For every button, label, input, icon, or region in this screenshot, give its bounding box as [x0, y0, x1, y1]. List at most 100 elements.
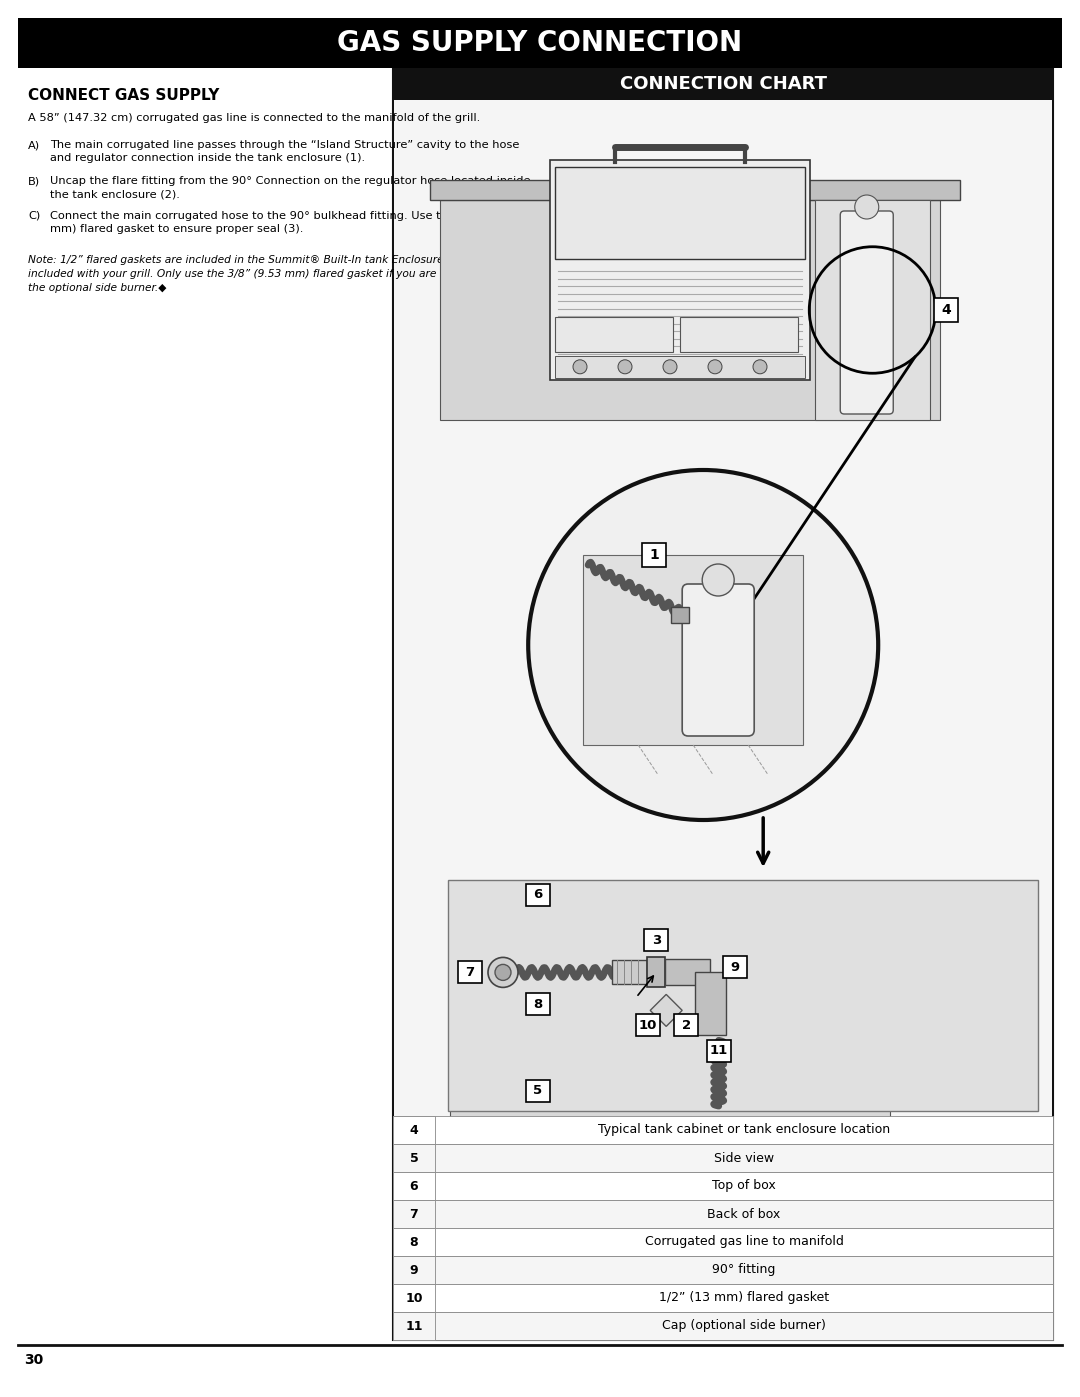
FancyBboxPatch shape	[643, 543, 666, 567]
Text: 11: 11	[710, 1045, 728, 1058]
Text: 90° fitting: 90° fitting	[713, 1263, 775, 1277]
Text: 1/2” (13 mm) flared gasket: 1/2” (13 mm) flared gasket	[659, 1291, 829, 1305]
Bar	[550, 161, 810, 380]
Circle shape	[854, 196, 879, 219]
Bar	[440, 200, 940, 420]
Bar	[393, 1228, 1053, 1256]
Text: C): C)	[28, 211, 40, 221]
Text: 4: 4	[409, 1123, 418, 1137]
Text: 11: 11	[405, 1320, 422, 1333]
FancyBboxPatch shape	[683, 584, 754, 736]
Text: 3: 3	[651, 935, 661, 947]
Text: 8: 8	[534, 997, 542, 1011]
Text: Note: 1/2” flared gaskets are included in the Summit® Built-In tank Enclosure Ki: Note: 1/2” flared gaskets are included i…	[28, 256, 488, 293]
Bar	[555, 317, 673, 352]
Bar	[696, 972, 726, 1035]
Text: 5: 5	[534, 1084, 542, 1098]
Bar	[583, 555, 804, 745]
Bar	[612, 960, 647, 985]
Bar	[665, 960, 711, 985]
Bar	[393, 1116, 1053, 1144]
Circle shape	[488, 957, 518, 988]
Text: 30: 30	[24, 1354, 43, 1368]
Circle shape	[663, 360, 677, 374]
Bar	[393, 1200, 435, 1228]
FancyBboxPatch shape	[934, 298, 958, 321]
Text: 9: 9	[731, 961, 740, 974]
Bar	[393, 68, 1053, 1340]
FancyBboxPatch shape	[458, 961, 482, 983]
Bar	[448, 880, 1038, 1111]
Bar	[393, 1172, 435, 1200]
Bar	[680, 317, 797, 352]
Circle shape	[702, 564, 734, 597]
Text: A): A)	[28, 140, 40, 149]
Text: CONNECT GAS SUPPLY: CONNECT GAS SUPPLY	[28, 88, 219, 103]
Text: Corrugated gas line to manifold: Corrugated gas line to manifold	[645, 1235, 843, 1249]
Bar	[393, 1200, 1053, 1228]
Bar	[393, 1228, 435, 1256]
Text: 7: 7	[409, 1207, 418, 1221]
Bar	[555, 356, 805, 379]
Text: 10: 10	[405, 1291, 422, 1305]
Bar	[393, 1312, 1053, 1340]
FancyBboxPatch shape	[636, 1014, 660, 1037]
Text: 10: 10	[639, 1018, 658, 1032]
Text: 9: 9	[409, 1263, 418, 1277]
Bar	[393, 1144, 1053, 1172]
Bar	[671, 608, 689, 623]
Bar	[18, 18, 1062, 68]
Text: Connect the main corrugated hose to the 90° bulkhead fitting. Use the 1/2” (12.7: Connect the main corrugated hose to the …	[50, 211, 516, 235]
Bar	[393, 1256, 435, 1284]
FancyBboxPatch shape	[526, 884, 550, 907]
Polygon shape	[450, 977, 890, 1197]
Bar	[393, 1284, 435, 1312]
Text: Cap (optional side burner): Cap (optional side burner)	[662, 1320, 826, 1333]
Bar	[393, 1312, 435, 1340]
FancyBboxPatch shape	[706, 1039, 731, 1062]
Circle shape	[528, 469, 878, 820]
Text: B): B)	[28, 176, 40, 186]
Text: Typical tank cabinet or tank enclosure location: Typical tank cabinet or tank enclosure l…	[598, 1123, 890, 1137]
Text: Top of box: Top of box	[712, 1179, 775, 1193]
Text: The main corrugated line passes through the “Island Structure” cavity to the hos: The main corrugated line passes through …	[50, 140, 519, 163]
Circle shape	[573, 360, 588, 374]
Circle shape	[708, 360, 723, 374]
Circle shape	[753, 360, 767, 374]
Text: Uncap the flare fitting from the 90° Connection on the regulator hose located in: Uncap the flare fitting from the 90° Con…	[50, 176, 530, 200]
FancyBboxPatch shape	[674, 1014, 698, 1037]
Text: 1: 1	[649, 548, 659, 562]
FancyBboxPatch shape	[644, 929, 669, 951]
Bar	[393, 1256, 1053, 1284]
Polygon shape	[650, 995, 683, 1027]
Text: 7: 7	[465, 965, 474, 979]
Text: Side view: Side view	[714, 1151, 774, 1165]
Text: 5: 5	[409, 1151, 418, 1165]
Text: A 58” (147.32 cm) corrugated gas line is connected to the manifold of the grill.: A 58” (147.32 cm) corrugated gas line is…	[28, 113, 481, 123]
Polygon shape	[430, 1182, 950, 1227]
Bar	[555, 166, 805, 258]
Text: 6: 6	[409, 1179, 418, 1193]
Circle shape	[618, 360, 632, 374]
Bar	[430, 180, 960, 200]
FancyBboxPatch shape	[724, 957, 747, 978]
Bar	[647, 957, 665, 988]
Text: 6: 6	[534, 888, 542, 901]
FancyBboxPatch shape	[526, 993, 550, 1016]
Text: Back of box: Back of box	[707, 1207, 781, 1221]
Bar	[393, 1116, 435, 1144]
Text: 2: 2	[681, 1018, 691, 1032]
FancyBboxPatch shape	[840, 211, 893, 414]
Text: 4: 4	[941, 303, 950, 317]
Text: GAS SUPPLY CONNECTION: GAS SUPPLY CONNECTION	[337, 29, 743, 57]
Circle shape	[495, 964, 511, 981]
Bar	[815, 200, 930, 420]
Text: 8: 8	[409, 1235, 418, 1249]
Text: CONNECTION CHART: CONNECTION CHART	[620, 75, 826, 94]
Bar	[393, 1144, 435, 1172]
FancyBboxPatch shape	[526, 1080, 550, 1102]
Bar	[393, 1284, 1053, 1312]
Bar	[394, 101, 1052, 1116]
Bar	[393, 1172, 1053, 1200]
Bar	[393, 68, 1053, 101]
